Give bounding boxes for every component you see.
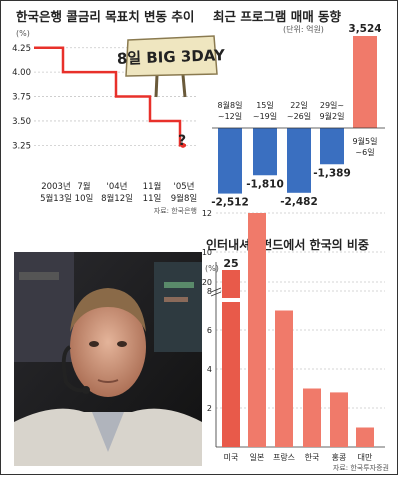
chart2-value-label: -2,482	[280, 196, 318, 208]
chart3-category-label: 한국	[305, 453, 320, 462]
chart2-value-label: -2,512	[211, 197, 249, 209]
chart2-bar	[253, 128, 277, 176]
chart3-bar	[248, 213, 266, 447]
chart3-bar-break	[221, 298, 241, 302]
chart2-bar	[218, 128, 242, 194]
chart1-rate-line	[34, 46, 186, 147]
chart1-source: 자료: 한국은행	[154, 206, 197, 215]
chart3-bar	[275, 310, 293, 447]
chart1-xtick: '04년	[107, 181, 128, 192]
chart2-category-label: 9월5일	[353, 136, 378, 146]
chart3-bar	[330, 392, 348, 447]
chart1-xtick: 7월	[77, 181, 90, 192]
chart2-title: 최근 프로그램 매매 동향	[213, 9, 342, 24]
chart2-category-label: 8월8일	[218, 100, 243, 110]
chart1-xtick: 2003년	[41, 181, 70, 192]
chart3-category-label: 홍콩	[332, 452, 347, 462]
chart1-ytick: 4.00	[12, 68, 31, 78]
chart2-bar	[320, 128, 344, 165]
chart3-ytick: 4	[207, 365, 212, 374]
chart2-unit: (단위: 억원)	[283, 24, 324, 34]
chart2-category-label: 29일~	[320, 101, 344, 110]
chart2-category-label: ~26일	[287, 112, 311, 121]
chart3-category-label: 일본	[250, 453, 265, 462]
chart1-xtick: 5월13일	[40, 193, 72, 204]
chart2-category-label: ~12일	[218, 112, 242, 121]
chart2-category-label: 9월2일	[320, 111, 345, 121]
chart1-xtick: 11일	[143, 194, 162, 204]
chart1-ytick: 3.25	[12, 141, 31, 151]
chart3-category-label: 프랑스	[273, 452, 295, 462]
chart2-bar	[287, 128, 311, 193]
chart1-xtick: 9월8일	[171, 193, 197, 204]
signboard: 8일 BIG 3DAY	[117, 35, 227, 98]
signboard-text: 8일 BIG 3DAY	[117, 46, 227, 68]
chart2-category-label: ~6일	[355, 148, 374, 157]
chart1-ytick: 3.50	[12, 117, 31, 127]
chart3-ytick: 8	[207, 287, 212, 296]
chart3-unit: (%)	[205, 264, 219, 273]
chart1-xtick: 11월	[143, 181, 162, 192]
chart1-title: 한국은행 콜금리 목표치 변동 추이	[16, 9, 194, 24]
trader-photo	[14, 252, 202, 466]
chart3-ytick: 6	[207, 326, 212, 335]
chart2-category-label: ~19일	[253, 112, 277, 121]
chart3-source: 자료: 한국투자증권	[333, 463, 389, 472]
chart1-ytick: 3.75	[12, 93, 31, 103]
chart2-category-label: 15일	[256, 101, 274, 110]
chart3-bar	[303, 388, 321, 447]
chart3-category-label: 미국	[224, 453, 239, 462]
chart3-ytick: 10	[202, 248, 212, 257]
chart3-ytick: 12	[202, 209, 212, 218]
chart1-unit: (%)	[16, 29, 30, 38]
chart3-ytick: 20	[202, 278, 212, 287]
chart1-end-point	[180, 142, 186, 148]
chart3-category-label: 대만	[358, 453, 373, 462]
chart3-ytick: 2	[207, 404, 212, 413]
chart2-category-label: 22일	[290, 101, 308, 110]
chart1-ytick: 4.25	[12, 44, 31, 54]
chart2-value-label: -1,810	[246, 178, 284, 190]
chart2-value-label: 3,524	[348, 23, 381, 35]
chart1-xtick: '05년	[174, 181, 195, 192]
chart3-bar	[222, 270, 240, 447]
chart2-bar	[353, 36, 377, 128]
chart3-value-label: 25	[223, 257, 238, 270]
chart3-axis-break	[210, 287, 222, 297]
chart1-xtick: 8월12일	[101, 193, 133, 204]
chart1-xtick: 10일	[75, 194, 94, 204]
chart3-bar	[356, 427, 374, 447]
question-mark: ?	[178, 133, 186, 149]
chart2-value-label: -1,389	[313, 167, 351, 179]
chart3-title: 인터내셔널펀드에서 한국의 비중	[206, 237, 369, 252]
